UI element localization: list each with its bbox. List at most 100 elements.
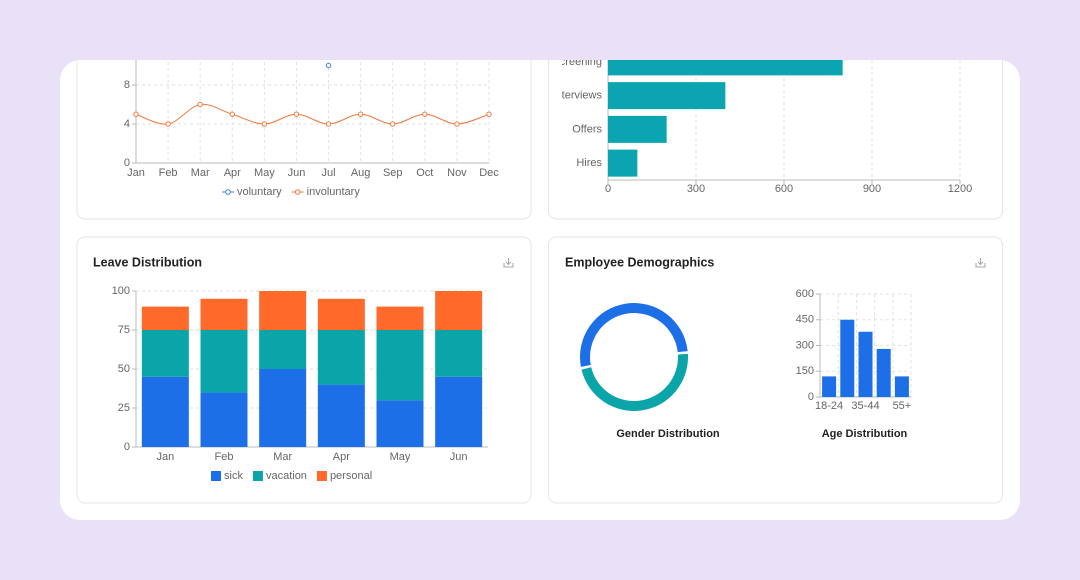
content: Leave Distribution Employee Demographics… bbox=[76, 56, 1003, 504]
point bbox=[261, 121, 268, 127]
chart-title: Gender Distribution bbox=[616, 428, 720, 440]
bar-segment bbox=[141, 376, 189, 447]
card bbox=[548, 60, 1003, 220]
y-tick-label: 4 bbox=[124, 118, 130, 130]
x-tick-label: May bbox=[390, 451, 411, 463]
download-icon[interactable] bbox=[975, 258, 986, 268]
y-tick-label: Screening bbox=[552, 56, 602, 68]
x-tick-label: Mar bbox=[273, 451, 292, 463]
bar bbox=[840, 319, 855, 397]
x-tick-label: Feb bbox=[215, 451, 234, 463]
y-tick-label: 100 bbox=[112, 285, 130, 297]
x-tick-label: Dec bbox=[479, 167, 499, 179]
point bbox=[390, 121, 396, 127]
point bbox=[229, 111, 235, 117]
donut-segment bbox=[580, 302, 688, 367]
bar bbox=[876, 348, 891, 397]
chart-title: Age Distribution bbox=[822, 428, 908, 440]
x-tick-label: 900 bbox=[863, 183, 881, 195]
donut-segment bbox=[581, 353, 689, 412]
x-tick-label: 600 bbox=[775, 183, 793, 195]
x-tick-label: Sep bbox=[383, 167, 403, 179]
y-tick-label: 0 bbox=[124, 441, 130, 453]
x-tick-label: Jan bbox=[127, 167, 145, 179]
bar-segment bbox=[259, 369, 307, 447]
x-tick-label: Apr bbox=[224, 167, 241, 179]
charts: 0 4 8 Jan Feb Mar Apr May Jun Jul Aug Sep Oct Nov Dec v… bbox=[112, 56, 972, 482]
bar bbox=[608, 60, 843, 76]
y-tick-label: 50 bbox=[118, 363, 130, 375]
point bbox=[133, 111, 139, 117]
bar-segment bbox=[317, 298, 365, 330]
x-tick-label: 35-44 bbox=[851, 400, 879, 412]
legend-marker bbox=[252, 471, 263, 481]
y-tick-label: Interviews bbox=[552, 90, 602, 102]
y-tick-label: Offers bbox=[572, 123, 602, 135]
bar bbox=[894, 376, 909, 397]
y-tick-label: 0 bbox=[808, 391, 814, 403]
bar-segment bbox=[200, 298, 248, 330]
legend-label: sick bbox=[224, 470, 243, 482]
point bbox=[197, 101, 203, 108]
point bbox=[422, 111, 428, 117]
legend-label: involuntary bbox=[307, 186, 361, 198]
point bbox=[293, 111, 300, 117]
point bbox=[325, 62, 332, 69]
x-tick-label: 55+ bbox=[893, 400, 912, 412]
point bbox=[486, 111, 492, 117]
bar-segment bbox=[376, 400, 424, 447]
card-title: Leave Distribution bbox=[93, 255, 202, 269]
y-tick-label: 75 bbox=[118, 324, 130, 336]
bar bbox=[608, 115, 667, 143]
x-tick-label: 1200 bbox=[948, 183, 972, 195]
download-icon[interactable] bbox=[503, 258, 514, 268]
bar-segment bbox=[435, 376, 483, 447]
x-tick-label: 300 bbox=[687, 183, 705, 195]
x-tick-label: Mar bbox=[191, 167, 210, 179]
y-tick-label: 8 bbox=[124, 79, 130, 91]
y-tick-label: 600 bbox=[796, 288, 814, 300]
bar-segment bbox=[200, 330, 248, 393]
bar bbox=[608, 149, 638, 177]
x-tick-label: 0 bbox=[605, 183, 611, 195]
x-tick-label: Jul bbox=[322, 167, 336, 179]
y-tick-label: 25 bbox=[118, 402, 130, 414]
bar-segment bbox=[317, 384, 365, 447]
legend-marker bbox=[211, 471, 221, 481]
point bbox=[454, 121, 460, 127]
legend-label: voluntary bbox=[237, 186, 282, 198]
legend-label: personal bbox=[330, 470, 372, 482]
bar-segment bbox=[259, 291, 307, 330]
y-tick-label: 300 bbox=[796, 339, 814, 351]
card bbox=[548, 236, 1003, 504]
bar-segment bbox=[317, 330, 365, 385]
x-tick-label: Jun bbox=[450, 451, 468, 463]
y-tick-label: Hires bbox=[576, 157, 602, 169]
y-tick-label: 150 bbox=[796, 365, 814, 377]
bar bbox=[822, 376, 837, 397]
x-tick-label: Jun bbox=[288, 167, 306, 179]
x-tick-label: Aug bbox=[351, 167, 371, 179]
x-tick-label: Oct bbox=[416, 167, 433, 179]
x-tick-label: 18-24 bbox=[815, 400, 843, 412]
y-tick-label: 450 bbox=[796, 314, 814, 326]
x-tick-label: Jan bbox=[156, 451, 174, 463]
point bbox=[165, 121, 171, 127]
bar-segment bbox=[435, 291, 483, 330]
bar-segment bbox=[376, 306, 424, 330]
bar bbox=[858, 331, 873, 397]
legend-label: vacation bbox=[266, 470, 307, 482]
bar-segment bbox=[259, 330, 307, 369]
bar-segment bbox=[376, 330, 424, 401]
legend-marker bbox=[225, 189, 231, 195]
bar-segment bbox=[435, 330, 483, 377]
bar-segment bbox=[141, 330, 189, 377]
point bbox=[325, 121, 332, 127]
legend-marker bbox=[316, 471, 327, 481]
card bbox=[76, 60, 532, 220]
point bbox=[357, 111, 364, 117]
y-tick-label: 0 bbox=[124, 157, 130, 169]
x-tick-label: May bbox=[254, 167, 275, 179]
